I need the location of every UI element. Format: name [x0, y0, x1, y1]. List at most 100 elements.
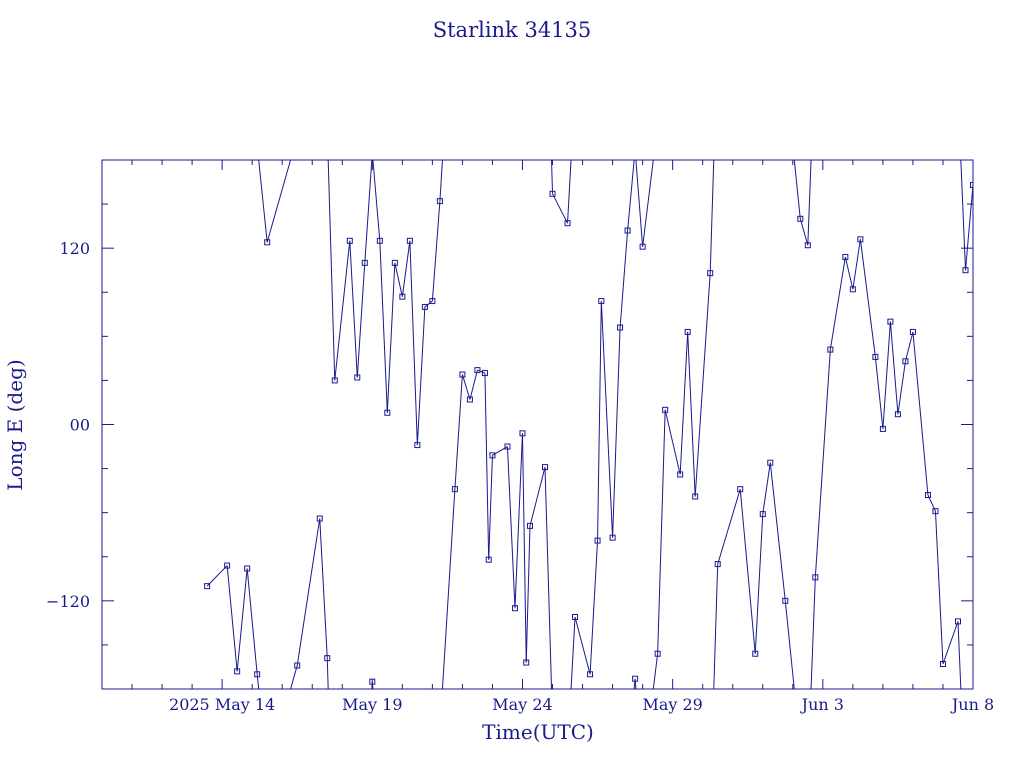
series-segment [349, 240, 358, 378]
series-segment [985, 160, 988, 201]
series-segment [942, 621, 959, 665]
series-segment [612, 327, 621, 538]
series-segment [506, 446, 516, 609]
y-tick-label: −120 [46, 592, 90, 611]
series-segment [597, 301, 602, 541]
series-segment [717, 489, 741, 565]
data-point [406, 237, 413, 244]
data-point [481, 370, 488, 377]
y-axis-label: Long E (deg) [3, 359, 27, 490]
series-segment [810, 577, 816, 689]
series-segment [570, 616, 576, 689]
data-point [264, 239, 271, 246]
series-segment [488, 455, 493, 560]
series-segment [807, 160, 812, 246]
series-segment [461, 374, 471, 400]
series-segment [981, 621, 986, 689]
series-segment [424, 300, 433, 308]
series-segment [652, 653, 659, 689]
data-point [451, 486, 458, 493]
series-segment [379, 240, 388, 413]
series-segment [657, 409, 666, 654]
series-segment [409, 240, 418, 446]
data-point [354, 374, 361, 381]
data-point [677, 471, 684, 478]
series-segment [544, 467, 553, 689]
series-segment [394, 262, 403, 297]
data-point [639, 243, 646, 250]
data-point [872, 353, 879, 360]
x-tick-label: 2025 May 14 [169, 695, 275, 714]
series-segment [996, 328, 1004, 363]
data-point [970, 181, 973, 188]
data-point [894, 411, 901, 418]
series-segment [266, 160, 292, 243]
series-segment [687, 331, 696, 497]
data-point [459, 371, 466, 378]
series-segment [960, 160, 966, 271]
series-segment [889, 321, 899, 415]
data-point [954, 618, 961, 625]
y-tick-labels: −120 00 120 [46, 239, 90, 611]
series-segment [514, 433, 523, 609]
series-segment [882, 321, 891, 429]
series-segment [664, 409, 681, 475]
data-point [572, 613, 579, 620]
data-point [399, 293, 406, 300]
data-point [707, 270, 714, 277]
series-segment [567, 160, 572, 224]
data-point [234, 668, 241, 675]
data-point [519, 430, 526, 437]
series-segment [529, 466, 546, 527]
data-point [564, 220, 571, 227]
data-point [429, 298, 436, 305]
y-tick-label: 120 [59, 239, 90, 258]
series-segment [814, 349, 831, 578]
series-segment [386, 262, 396, 413]
series-segment [441, 489, 456, 689]
data-point [812, 574, 819, 581]
series-segment [226, 565, 238, 672]
series-segment [454, 374, 463, 490]
data-point [244, 565, 251, 572]
x-tick-label: May 19 [342, 695, 402, 714]
x-axis-label: Time(UTC) [482, 720, 594, 744]
series-segment [709, 160, 715, 274]
series-segment [844, 256, 854, 290]
data-point [624, 227, 631, 234]
data-point [617, 324, 624, 331]
data-point [887, 318, 894, 325]
series-segment [236, 568, 248, 672]
series-segment [551, 160, 554, 194]
data-point [662, 406, 669, 413]
data-point [1001, 360, 1006, 365]
data-point [391, 259, 398, 266]
series-segment [372, 160, 381, 241]
series-segment [206, 565, 228, 587]
data-point [598, 298, 605, 305]
series-segment [762, 462, 771, 515]
data-point [384, 409, 391, 416]
series-segment [589, 540, 599, 675]
data-point [797, 215, 804, 222]
y-tick-label: 00 [70, 416, 90, 435]
data-point [804, 242, 811, 249]
data-point [376, 237, 383, 244]
series-segment [874, 356, 884, 429]
data-point [254, 671, 261, 678]
data-point [526, 522, 533, 529]
data-point [692, 493, 699, 500]
series-segment [327, 160, 336, 381]
series-longitude [204, 160, 1013, 689]
data-point [1008, 503, 1013, 508]
series-segment [477, 369, 486, 374]
series-segment [957, 621, 962, 689]
series-segment [769, 462, 786, 601]
series-segment [739, 489, 756, 654]
series-segment [988, 201, 996, 327]
data-point [224, 562, 231, 569]
x-tick-labels: 2025 May 14 May 19 May 24 May 29 Jun 3 J… [169, 695, 994, 714]
data-point [782, 597, 789, 604]
plot-frame [101, 159, 974, 690]
data-point [361, 259, 368, 266]
